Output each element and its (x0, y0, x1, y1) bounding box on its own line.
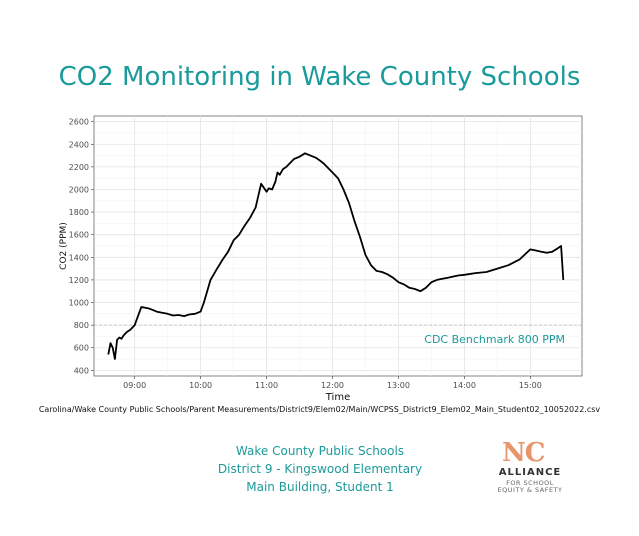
nc-alliance-logo: NC ALLIANCE FOR SCHOOL EQUITY & SAFETY (490, 438, 570, 498)
footer-building: Main Building, Student 1 (246, 480, 394, 494)
y-tick-label: 2600 (69, 118, 89, 127)
y-tick-label: 1400 (69, 253, 89, 262)
file-path-text: Carolina/Wake County Public Schools/Pare… (38, 405, 601, 414)
y-tick-label: 1600 (69, 231, 89, 240)
logo-mark: NC (502, 438, 545, 468)
x-tick-label: 10:00 (189, 381, 212, 390)
footer-school-name: District 9 - Kingswood Elementary (217, 462, 423, 476)
y-tick-label: 800 (74, 321, 89, 330)
footer-school-info: Wake County Public Schools District 9 - … (200, 442, 440, 496)
logo-tagline-2: EQUITY & SAFETY (497, 486, 563, 494)
x-tick-label: 12:00 (321, 381, 344, 390)
logo-tagline: FOR SCHOOL EQUITY & SAFETY (490, 480, 570, 494)
co2-line-chart: 400 600 800 1000 1200 1400 1600 1800 2000 2200 240… (59, 115, 583, 400)
x-axis-label: Time (325, 392, 350, 400)
x-tick-label: 15:00 (519, 381, 542, 390)
y-tick-label: 600 (74, 344, 89, 353)
x-tick-label: 13:00 (387, 381, 410, 390)
y-axis-label: CO2 (PPM) (59, 222, 69, 270)
page-title: CO2 Monitoring in Wake County Schools (58, 62, 581, 92)
y-tick-label: 1000 (69, 299, 89, 308)
x-tick-label: 09:00 (123, 381, 146, 390)
benchmark-label: CDC Benchmark 800 PPM (424, 333, 565, 346)
footer-district-name: Wake County Public Schools (235, 444, 405, 458)
y-tick-label: 2000 (69, 185, 89, 194)
logo-tagline-1: FOR SCHOOL (506, 479, 554, 487)
y-tick-label: 400 (74, 366, 89, 375)
y-tick-label: 1800 (69, 208, 89, 217)
y-tick-label: 2200 (69, 163, 89, 172)
x-tick-label: 14:00 (453, 381, 476, 390)
x-tick-label: 11:00 (255, 381, 278, 390)
co2-series-line (107, 152, 565, 360)
logo-name: ALLIANCE (498, 467, 562, 478)
y-tick-label: 1200 (69, 276, 89, 285)
file-path-caption: Carolina/Wake County Public Schools/Pare… (0, 405, 639, 414)
y-tick-label: 2400 (69, 140, 89, 149)
